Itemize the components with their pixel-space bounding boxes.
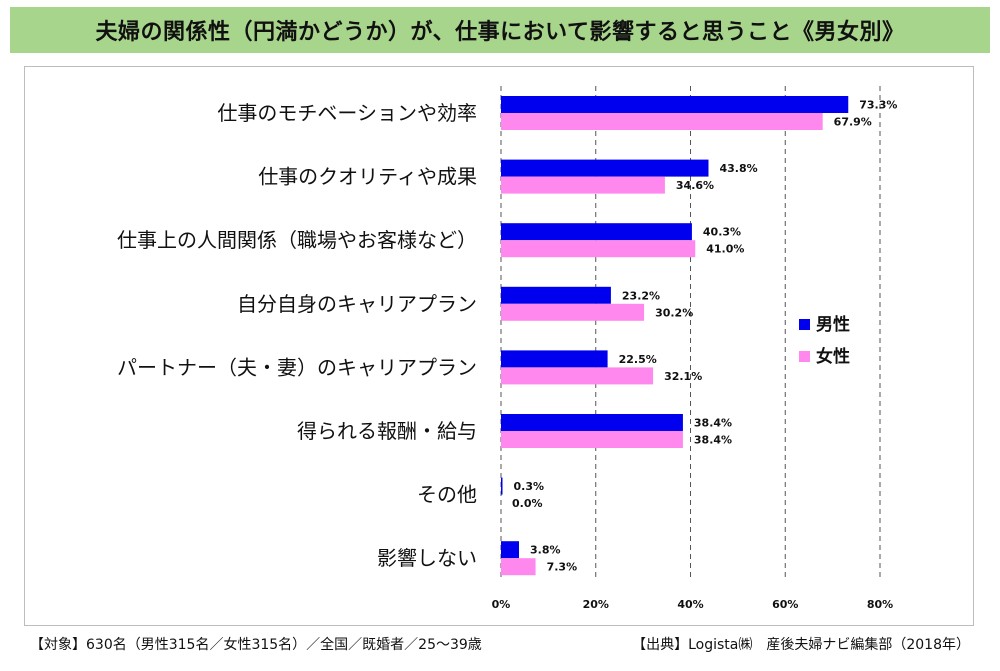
value-label: 22.5% <box>619 353 657 366</box>
legend-swatch <box>799 351 810 362</box>
x-tick-label: 80% <box>867 598 893 611</box>
footer-source-note: 【出典】Logista㈱ 産後夫婦ナビ編集部（2018年） <box>632 637 970 653</box>
x-tick-label: 60% <box>772 598 798 611</box>
value-label: 67.9% <box>834 116 872 129</box>
chart-title: 夫婦の関係性（円満かどうか）が、仕事において影響すると思うこと《男女別》 <box>10 7 990 53</box>
legend-label: 男性 <box>816 314 850 335</box>
bar-female <box>501 303 645 321</box>
category-label: 仕事のモチベーションや効率 <box>217 101 477 125</box>
bar-male <box>501 96 849 113</box>
legend-swatch <box>799 319 810 330</box>
legend-label: 女性 <box>816 346 850 367</box>
value-label: 0.3% <box>514 480 545 493</box>
x-tick-label: 40% <box>677 598 703 611</box>
bars <box>501 96 849 576</box>
value-label: 38.4% <box>694 417 732 430</box>
bar-female <box>501 240 696 258</box>
x-tick-label: 0% <box>492 598 511 611</box>
bar-female <box>501 431 683 448</box>
bar-female <box>501 176 665 194</box>
value-label: 41.0% <box>706 243 744 256</box>
value-label: 32.1% <box>664 370 702 383</box>
category-label: 自分自身のキャリアプラン <box>237 292 477 316</box>
category-label: その他 <box>417 483 477 507</box>
value-label: 73.3% <box>859 99 897 112</box>
value-label: 23.2% <box>622 289 660 302</box>
bar-male <box>501 286 611 304</box>
x-tick-label: 20% <box>583 598 609 611</box>
bar-male <box>501 159 709 177</box>
bar-female <box>501 558 536 576</box>
bar-male <box>501 223 692 241</box>
value-label: 40.3% <box>703 226 741 239</box>
category-label: 得られる報酬・給与 <box>297 419 477 443</box>
category-label: 仕事のクオリティや成果 <box>258 165 477 189</box>
category-label: 仕事上の人間関係（職場やお客様など） <box>117 228 477 252</box>
bar-female <box>501 113 823 130</box>
value-labels: 73.3% 67.9% 43.8% 34.6% 40.3% 41.0% 23.2% 30.2%… <box>512 99 897 574</box>
footer-target-note: 【対象】630名（男性315名／女性315名）／全国／既婚者／25～39歳 <box>30 637 482 653</box>
bar-male <box>501 477 503 495</box>
bar-male <box>501 350 608 368</box>
value-label: 43.8% <box>720 162 758 175</box>
category-label: 影響しない <box>377 546 477 570</box>
bar-female <box>501 367 654 385</box>
value-label: 7.3% <box>547 561 578 574</box>
x-axis-tick-labels: 0% 20% 40% 60% 80% <box>492 598 894 611</box>
category-labels: 仕事のモチベーションや効率仕事のクオリティや成果仕事上の人間関係（職場やお客様な… <box>117 101 477 570</box>
value-label: 3.8% <box>530 544 561 557</box>
value-label: 34.6% <box>676 179 714 192</box>
category-label: パートナー（夫・妻）のキャリアプラン <box>117 355 477 379</box>
bar-male <box>501 414 683 431</box>
value-label: 0.0% <box>512 497 543 510</box>
bar-male <box>501 541 520 559</box>
value-label: 30.2% <box>655 306 693 319</box>
value-label: 38.4% <box>694 434 732 447</box>
